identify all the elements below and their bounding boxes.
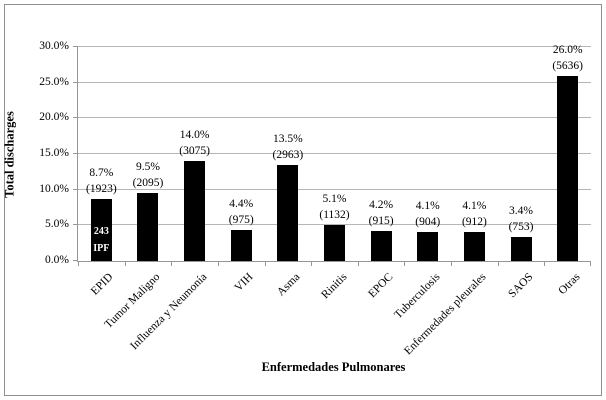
gridline xyxy=(78,153,591,154)
x-axis-title: Enfermedades Pulmonares xyxy=(261,360,406,374)
bar-saos xyxy=(510,237,532,261)
x-axis-tick-mark xyxy=(498,261,499,266)
y-axis-tick-mark xyxy=(73,188,78,190)
x-axis-tick-mark xyxy=(78,261,79,266)
x-axis-tick-mark xyxy=(544,261,545,266)
y-axis-tick-mark xyxy=(73,46,78,47)
bar-vih xyxy=(230,230,252,261)
x-axis-tick-mark xyxy=(590,261,591,266)
bar-data-label: 4.1% (912) xyxy=(461,200,487,228)
gridline xyxy=(78,224,591,226)
bar-data-label: 3.4% (753) xyxy=(508,205,534,233)
y-tick-label: 30.0% xyxy=(39,40,69,52)
gridline xyxy=(78,46,591,47)
bar-data-label: 4.1% (904) xyxy=(415,200,441,228)
y-tick-label: 5.0% xyxy=(45,218,69,231)
x-axis-tick-mark xyxy=(218,261,219,266)
bar-data-label: 13.5% (2963) xyxy=(272,133,304,161)
x-axis-tick-mark xyxy=(171,261,172,266)
y-axis-tick-mark xyxy=(73,81,78,83)
x-axis-tick-mark xyxy=(311,261,312,266)
bar-data-label: 5.1% (1132) xyxy=(319,193,350,221)
bar-otras xyxy=(557,76,579,261)
x-axis-tick-mark xyxy=(265,261,266,266)
bar-data-label: 8.7% (1923) xyxy=(85,167,117,195)
bar-data-label: 4.4% (975) xyxy=(228,198,254,226)
y-tick-label: 15.0% xyxy=(39,147,69,159)
plot-area: 0.0% 5.0% 10.0% 15.0% 20.0% 25.0% 30.0% 243 IPF… xyxy=(39,40,591,357)
y-axis-tick-mark xyxy=(73,224,78,226)
bar-data-label: 14.0% (3075) xyxy=(179,129,210,157)
x-axis-tick-mark xyxy=(125,261,126,266)
bar-tuberculosis xyxy=(417,232,439,261)
y-tick-label: 25.0% xyxy=(39,75,69,88)
gridline xyxy=(78,117,591,119)
bar-tumor-maligno xyxy=(137,193,159,261)
bar-data-label: 26.0% (5636) xyxy=(552,44,583,72)
y-tick-label: 10.0% xyxy=(39,182,69,195)
y-axis-tick-mark xyxy=(73,117,78,119)
y-axis-tick-mark xyxy=(73,260,78,261)
bar-inner-label: 243 IPF xyxy=(93,226,110,254)
y-axis-tick-mark xyxy=(73,153,78,154)
gridline xyxy=(78,81,591,83)
bar-epid: 243 IPF xyxy=(90,199,112,261)
x-axis-tick-mark xyxy=(358,261,359,266)
x-axis-tick-mark xyxy=(404,261,405,266)
y-tick-label: 0.0% xyxy=(45,254,69,266)
y-axis-title: Total discharges xyxy=(2,111,17,198)
bar-epoc xyxy=(370,231,392,261)
x-axis-tick-mark xyxy=(451,261,452,266)
bar-enfermedades-pleurales xyxy=(463,232,485,261)
bar-rinitis xyxy=(324,225,345,261)
bar-influenza-y-neumon-a xyxy=(184,161,206,261)
y-tick-label: 20.0% xyxy=(39,111,69,124)
bar-data-label: 4.2% (915) xyxy=(368,199,394,227)
gridline xyxy=(78,188,591,190)
bar-data-label: 9.5% (2095) xyxy=(132,161,164,189)
bar-asma xyxy=(277,165,299,261)
